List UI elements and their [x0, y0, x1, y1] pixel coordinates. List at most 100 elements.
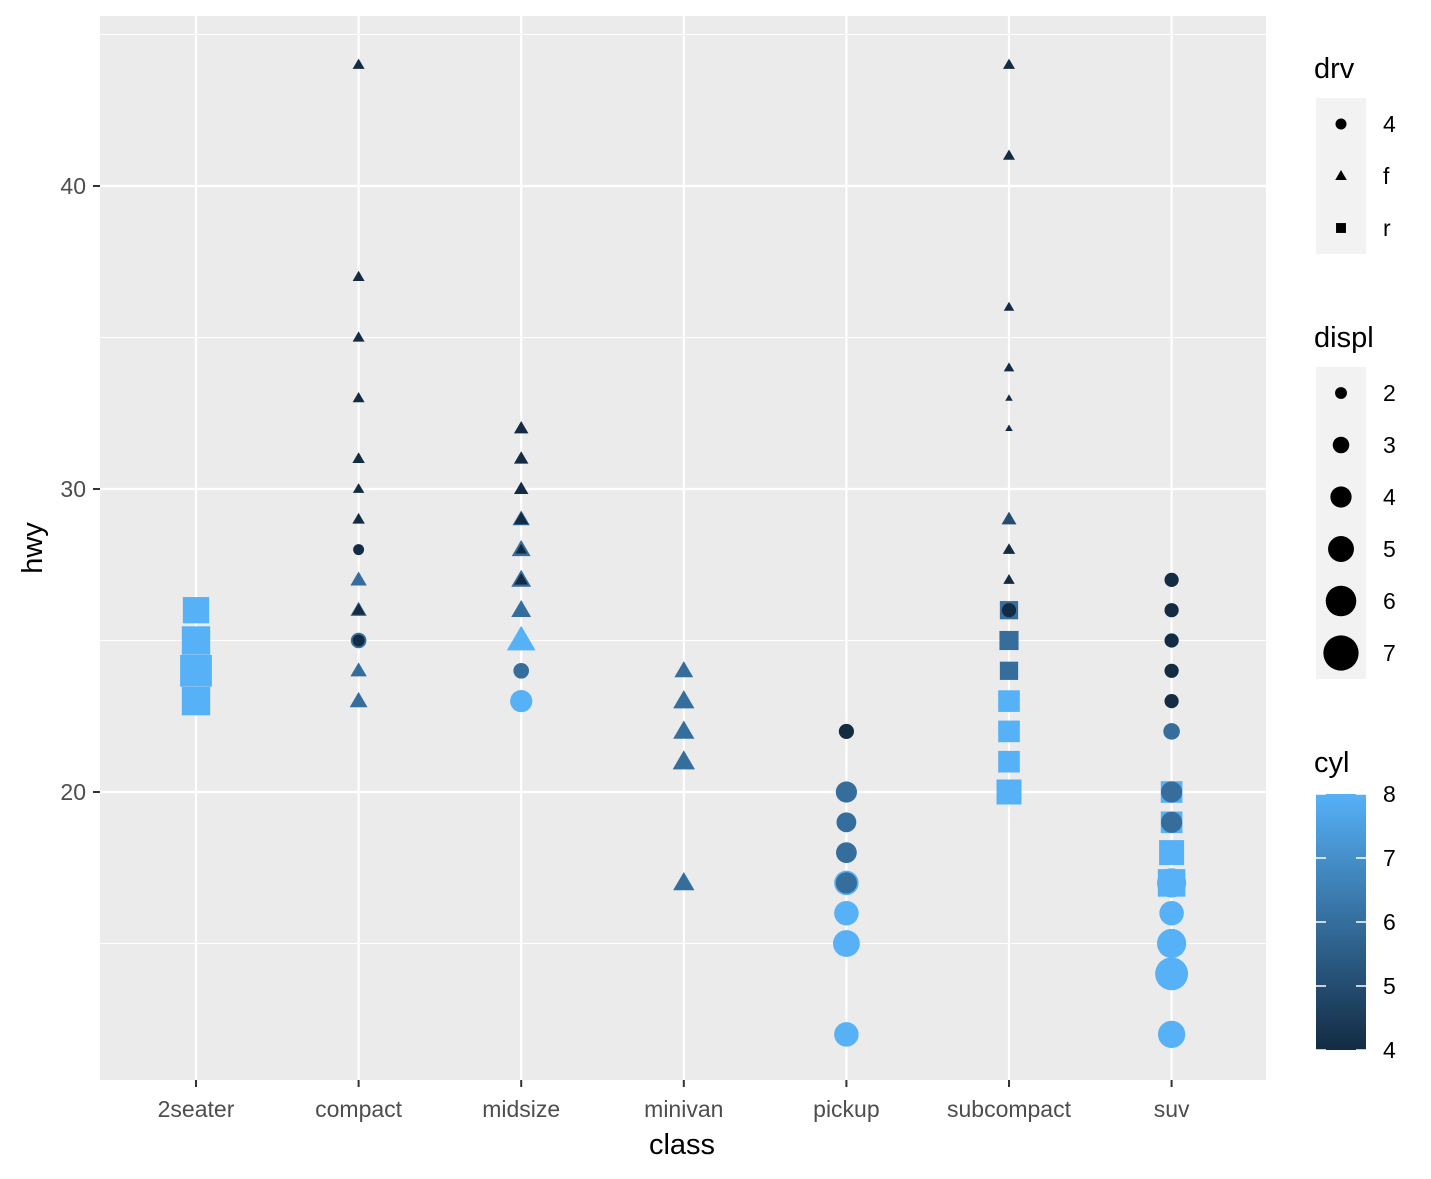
- data-point: [834, 1022, 859, 1047]
- data-point: [1163, 723, 1180, 740]
- legend-label-displ: 7: [1383, 640, 1396, 666]
- x-tick-label: compact: [315, 1096, 403, 1122]
- data-point: [999, 630, 1019, 651]
- data-point: [353, 544, 365, 556]
- data-point: [352, 452, 365, 463]
- data-point: [836, 812, 857, 833]
- legend-key-displ: [1323, 635, 1359, 671]
- data-point: [673, 720, 695, 739]
- data-point: [998, 690, 1020, 712]
- data-point: [351, 603, 366, 615]
- data-point: [1003, 301, 1015, 311]
- colorbar-label: 5: [1383, 973, 1396, 999]
- data-point: [1159, 840, 1185, 866]
- data-point: [1157, 1020, 1186, 1049]
- legend-key-displ: [1335, 387, 1347, 399]
- legend-label-displ: 3: [1383, 432, 1396, 458]
- legend-label-displ: 5: [1383, 536, 1396, 562]
- data-point: [352, 634, 365, 647]
- data-point: [352, 512, 365, 524]
- legend-key-drv-f: [1335, 170, 1347, 180]
- y-tick-label: 30: [60, 476, 86, 502]
- x-tick-label: 2seater: [158, 1096, 235, 1122]
- data-point: [515, 543, 527, 554]
- data-point: [673, 690, 695, 709]
- data-point: [350, 571, 367, 586]
- colorbar-label: 7: [1383, 845, 1396, 871]
- legend-key-displ: [1325, 585, 1357, 617]
- data-point: [506, 625, 536, 651]
- data-point: [998, 750, 1020, 773]
- axes: 20 30 40 2seater compact midsize minivan pickup…: [60, 173, 1190, 1122]
- data-point: [352, 331, 365, 342]
- data-point: [1164, 603, 1179, 618]
- data-point: [673, 871, 695, 891]
- data-point: [510, 690, 533, 713]
- data-point: [513, 511, 529, 525]
- data-point: [352, 391, 365, 403]
- data-point: [1164, 572, 1179, 588]
- data-point: [1157, 868, 1187, 898]
- data-point: [1155, 957, 1189, 991]
- x-tick-label: midsize: [482, 1096, 560, 1122]
- data-point: [1001, 511, 1017, 525]
- colorbar-label: 6: [1383, 909, 1396, 935]
- data-point: [838, 723, 854, 739]
- data-point: [1003, 573, 1015, 584]
- x-tick-label: subcompact: [947, 1096, 1072, 1122]
- legend-title-displ: displ: [1314, 322, 1374, 354]
- data-point: [1003, 149, 1015, 160]
- data-point: [181, 686, 211, 716]
- data-point: [674, 661, 694, 678]
- data-point: [1005, 424, 1013, 431]
- data-point: [834, 900, 859, 926]
- data-point: [350, 662, 367, 677]
- legend-title-drv: drv: [1314, 53, 1355, 85]
- x-tick-label: suv: [1154, 1096, 1190, 1122]
- data-point: [513, 451, 529, 464]
- legend-label-drv: r: [1383, 215, 1391, 241]
- data-point: [514, 572, 528, 585]
- legend-title-cyl: cyl: [1314, 747, 1349, 779]
- data-point: [181, 626, 211, 655]
- data-point: [998, 720, 1020, 743]
- data-point: [352, 58, 365, 69]
- data-point: [352, 270, 365, 282]
- y-tick-label: 40: [60, 173, 86, 199]
- data-point: [349, 691, 368, 708]
- data-point: [513, 662, 530, 679]
- legend-key-drv-r: [1336, 223, 1346, 233]
- data-point: [1160, 781, 1183, 803]
- data-point: [1164, 663, 1179, 678]
- legend-key-displ: [1328, 536, 1354, 562]
- data-point: [1001, 603, 1017, 618]
- data-point: [835, 872, 858, 894]
- data-point: [511, 599, 532, 618]
- data-point: [672, 750, 695, 770]
- legend-label-displ: 2: [1383, 380, 1396, 406]
- colorbar-label: 4: [1383, 1037, 1396, 1063]
- data-point: [1002, 543, 1016, 554]
- x-tick-label: pickup: [813, 1096, 879, 1122]
- legend-label-drv: 4: [1383, 111, 1396, 137]
- data-point: [180, 654, 212, 687]
- data-point: [1164, 693, 1179, 709]
- data-point: [352, 483, 365, 493]
- data-point: [1164, 633, 1179, 648]
- legend-label-displ: 4: [1383, 484, 1396, 510]
- legend-label-displ: 6: [1383, 588, 1396, 614]
- legends: drv 4 fr displ 2 3 4 5 6 7 cyl 8 7 6 5 4: [1314, 53, 1396, 1063]
- data-points: [180, 58, 1189, 1049]
- data-point: [836, 842, 857, 863]
- data-point: [513, 420, 529, 434]
- legend-key-displ: [1330, 486, 1352, 508]
- x-axis-title: class: [649, 1129, 715, 1161]
- data-point: [1159, 900, 1184, 926]
- data-point: [513, 481, 529, 494]
- data-point: [996, 779, 1022, 805]
- x-tick-label: minivan: [644, 1096, 723, 1122]
- colorbar-label: 8: [1383, 781, 1396, 807]
- data-point: [999, 661, 1019, 680]
- legend-key-drv-4: [1335, 118, 1347, 130]
